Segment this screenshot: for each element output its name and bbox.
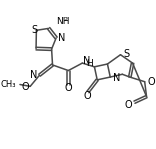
Text: H: H [86, 59, 93, 68]
Text: O: O [65, 83, 72, 93]
Text: S: S [123, 49, 129, 59]
Text: N: N [83, 56, 91, 66]
Text: O: O [124, 100, 132, 110]
Text: S: S [32, 25, 38, 35]
Text: O: O [147, 77, 155, 87]
Text: 2: 2 [64, 17, 68, 22]
Text: NH: NH [56, 17, 70, 26]
Text: N: N [113, 73, 120, 83]
Text: O: O [83, 91, 91, 101]
Text: CH₃: CH₃ [1, 80, 16, 89]
Text: O: O [22, 82, 29, 92]
Text: N: N [30, 70, 38, 80]
Text: N: N [58, 33, 65, 43]
